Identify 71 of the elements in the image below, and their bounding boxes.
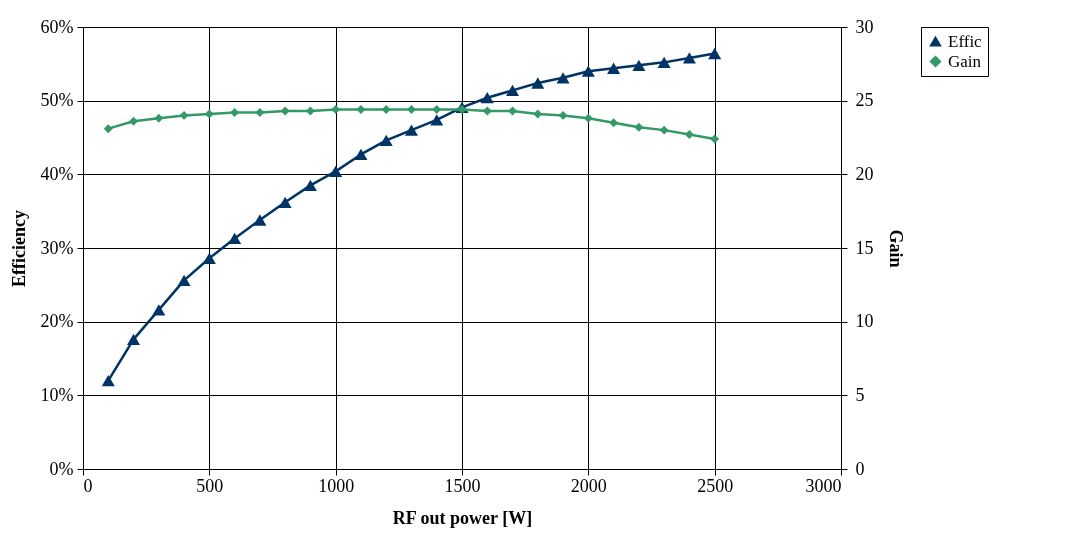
- point: [154, 113, 164, 123]
- y2-tick-label: 15: [855, 237, 874, 258]
- point: [177, 274, 191, 287]
- point: [432, 105, 442, 114]
- point: [280, 106, 290, 116]
- y2-axis-title: Gain: [885, 229, 906, 268]
- y2-tick-label: 5: [855, 384, 865, 405]
- y2-tick-label: 25: [855, 90, 874, 111]
- point: [508, 106, 518, 116]
- point: [354, 148, 368, 161]
- point: [533, 109, 543, 119]
- point: [583, 113, 593, 123]
- point: [682, 52, 696, 64]
- point: [253, 214, 267, 226]
- point: [406, 105, 416, 114]
- legend-label: Gain: [948, 51, 982, 71]
- point: [381, 105, 391, 114]
- x-tick-label: 2500: [697, 475, 734, 496]
- point: [506, 84, 520, 96]
- legend-label: Effic: [948, 31, 983, 51]
- point: [684, 130, 694, 140]
- point: [607, 62, 621, 74]
- point: [303, 179, 317, 192]
- point: [581, 65, 595, 77]
- y-tick-label: 20%: [40, 311, 74, 332]
- point: [556, 72, 570, 84]
- point: [228, 232, 242, 245]
- point: [480, 92, 494, 104]
- x-tick-label: 1500: [444, 475, 481, 496]
- point: [708, 47, 722, 60]
- point: [531, 77, 545, 89]
- point: [103, 124, 113, 134]
- y-tick-label: 0%: [49, 458, 74, 479]
- point: [329, 165, 343, 178]
- point: [202, 252, 216, 264]
- point: [558, 110, 568, 120]
- x-tick-label: 2000: [570, 475, 607, 496]
- y-axis-title: Efficiency: [8, 210, 29, 287]
- point: [101, 374, 115, 387]
- point: [634, 122, 644, 132]
- point: [657, 56, 671, 69]
- point: [356, 105, 366, 114]
- point: [255, 107, 265, 117]
- point: [632, 59, 646, 71]
- x-tick-label: 500: [196, 475, 224, 496]
- y2-tick-label: 20: [855, 163, 874, 184]
- x-axis-title: RF out power [W]: [392, 507, 533, 528]
- point: [659, 125, 669, 135]
- point: [710, 134, 720, 144]
- point: [127, 333, 141, 345]
- y2-tick-label: 30: [855, 16, 874, 37]
- point: [379, 134, 393, 147]
- point: [609, 118, 619, 128]
- y-tick-label: 60%: [40, 16, 74, 37]
- x-tick-label: 0: [83, 475, 93, 496]
- x-tick-label: 3000: [805, 475, 842, 496]
- y-tick-label: 40%: [40, 163, 74, 184]
- y-tick-label: 50%: [40, 90, 74, 111]
- point: [129, 116, 139, 126]
- point: [278, 196, 292, 208]
- point: [404, 124, 418, 136]
- point: [331, 105, 341, 114]
- x-tick-label: 1000: [318, 475, 355, 496]
- point: [430, 114, 444, 126]
- y-tick-label: 10%: [40, 384, 74, 405]
- y2-tick-label: 0: [855, 458, 865, 479]
- point: [179, 110, 189, 120]
- point: [230, 107, 240, 117]
- y-tick-label: 30%: [40, 237, 74, 258]
- point: [152, 304, 166, 316]
- y2-tick-label: 10: [855, 311, 874, 332]
